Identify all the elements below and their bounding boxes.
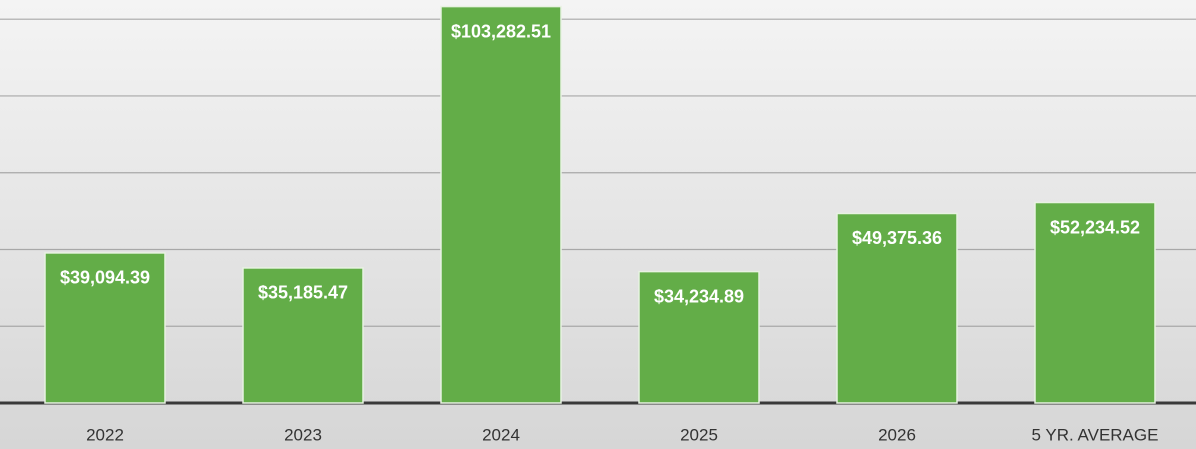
bar [44, 252, 166, 404]
bar [242, 267, 364, 404]
x-tick-label: 2026 [878, 425, 916, 444]
x-tick-label: 2024 [482, 425, 520, 444]
bar [440, 5, 562, 404]
bar [1034, 201, 1156, 404]
value-label: $35,185.47 [258, 283, 348, 303]
value-label: $34,234.89 [654, 286, 744, 306]
value-label: $103,282.51 [451, 21, 551, 41]
value-label: $52,234.52 [1050, 217, 1140, 237]
bar [836, 212, 958, 404]
x-tick-label: 2022 [86, 425, 124, 444]
x-tick-label: 5 YR. AVERAGE [1032, 425, 1159, 444]
x-tick-label: 2025 [680, 425, 718, 444]
x-tick-label: 2023 [284, 425, 322, 444]
value-label: $49,375.36 [852, 228, 942, 248]
bar [638, 270, 760, 404]
value-label: $39,094.39 [60, 268, 150, 288]
